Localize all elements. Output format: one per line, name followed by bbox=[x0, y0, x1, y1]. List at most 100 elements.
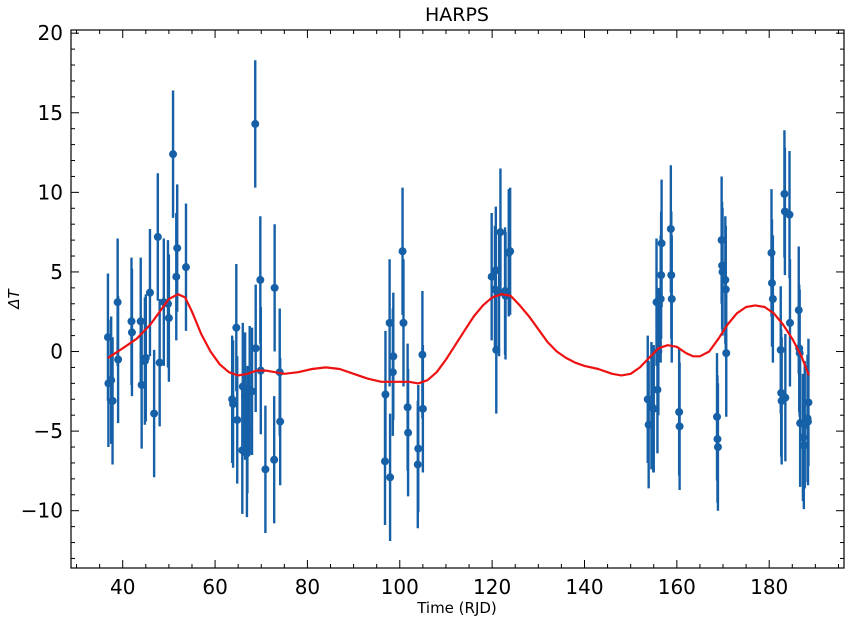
data-point bbox=[385, 318, 394, 327]
data-point bbox=[675, 408, 684, 417]
data-point bbox=[242, 449, 251, 458]
data-point bbox=[398, 247, 407, 256]
data-point bbox=[644, 420, 653, 429]
data-point bbox=[718, 261, 727, 270]
data-point bbox=[506, 247, 515, 256]
data-point bbox=[229, 400, 238, 409]
data-point bbox=[127, 328, 136, 337]
x-tick-label: 100 bbox=[381, 575, 419, 599]
data-point bbox=[155, 358, 164, 367]
data-point bbox=[496, 228, 505, 237]
data-point bbox=[767, 279, 776, 288]
data-point bbox=[381, 457, 390, 466]
data-point bbox=[767, 248, 776, 257]
y-tick-label: 20 bbox=[38, 21, 63, 45]
data-point bbox=[675, 422, 684, 431]
data-point bbox=[718, 267, 727, 276]
data-point bbox=[794, 306, 803, 315]
data-point bbox=[643, 395, 652, 404]
data-point bbox=[181, 263, 190, 272]
data-point bbox=[256, 275, 265, 284]
data-point bbox=[108, 396, 117, 405]
data-point bbox=[403, 403, 412, 412]
data-point bbox=[781, 393, 790, 402]
data-point bbox=[418, 404, 427, 413]
data-point bbox=[803, 417, 812, 426]
y-tick-label: 15 bbox=[38, 101, 63, 125]
data-point bbox=[141, 353, 150, 362]
data-point bbox=[776, 345, 785, 354]
y-tick-label: −10 bbox=[21, 499, 63, 523]
data-point bbox=[241, 392, 250, 401]
data-point bbox=[657, 239, 666, 248]
y-tick-label: 5 bbox=[50, 260, 63, 284]
data-point bbox=[717, 236, 726, 245]
data-point bbox=[713, 412, 722, 421]
data-point bbox=[136, 317, 145, 326]
data-point bbox=[798, 433, 807, 442]
axes-frame bbox=[70, 29, 845, 569]
data-point bbox=[169, 150, 178, 159]
y-axis-label: ΔT bbox=[5, 287, 23, 309]
y-tick-label: 10 bbox=[38, 180, 63, 204]
data-point bbox=[487, 272, 496, 281]
data-point bbox=[492, 345, 501, 354]
data-point bbox=[649, 404, 658, 413]
data-point bbox=[666, 224, 675, 233]
data-point bbox=[238, 382, 247, 391]
data-point bbox=[103, 333, 112, 342]
data-point bbox=[785, 210, 794, 219]
data-point bbox=[381, 390, 390, 399]
x-tick-label: 140 bbox=[565, 575, 603, 599]
data-point bbox=[276, 417, 285, 426]
data-point bbox=[233, 415, 242, 424]
data-point bbox=[270, 283, 279, 292]
x-tick-label: 120 bbox=[473, 575, 511, 599]
data-point bbox=[721, 285, 730, 294]
x-tick-label: 160 bbox=[658, 575, 696, 599]
data-point bbox=[713, 443, 722, 452]
data-point bbox=[399, 318, 408, 327]
data-point bbox=[127, 317, 136, 326]
chart-title: HARPS bbox=[425, 4, 489, 26]
data-point bbox=[113, 298, 122, 307]
data-point bbox=[721, 275, 730, 284]
data-point bbox=[785, 318, 794, 327]
data-point bbox=[722, 349, 731, 358]
y-tick-label: −5 bbox=[34, 419, 63, 443]
data-point bbox=[114, 355, 123, 364]
x-tick-label: 80 bbox=[295, 575, 320, 599]
data-point bbox=[232, 323, 241, 332]
data-point bbox=[657, 271, 666, 280]
data-point bbox=[491, 266, 500, 275]
data-point bbox=[270, 455, 279, 464]
data-point bbox=[243, 425, 252, 434]
data-point bbox=[804, 398, 813, 407]
data-point bbox=[404, 428, 413, 437]
data-point bbox=[251, 344, 260, 353]
data-point bbox=[153, 232, 162, 241]
data-point bbox=[173, 244, 182, 253]
data-point bbox=[388, 368, 397, 377]
data-point bbox=[414, 444, 423, 453]
x-tick-label: 180 bbox=[750, 575, 788, 599]
data-point bbox=[799, 441, 808, 450]
data-point bbox=[667, 271, 676, 280]
data-point bbox=[386, 473, 395, 482]
model-curve bbox=[107, 293, 810, 385]
data-point bbox=[780, 189, 789, 198]
data-point bbox=[145, 288, 154, 297]
data-point bbox=[653, 385, 662, 394]
data-point bbox=[137, 380, 146, 389]
x-tick-label: 40 bbox=[110, 575, 135, 599]
data-point bbox=[172, 272, 181, 281]
data-point bbox=[418, 350, 427, 359]
data-point bbox=[248, 387, 257, 396]
data-point bbox=[413, 460, 422, 469]
x-axis-label: Time (RJD) bbox=[416, 599, 497, 617]
data-point bbox=[768, 295, 777, 303]
data-point bbox=[107, 376, 116, 385]
plot-area: 40 60 80 100 120 140 160 180 −10 −5 0 5 10 15 20 bbox=[21, 21, 844, 599]
data-point bbox=[164, 314, 173, 323]
